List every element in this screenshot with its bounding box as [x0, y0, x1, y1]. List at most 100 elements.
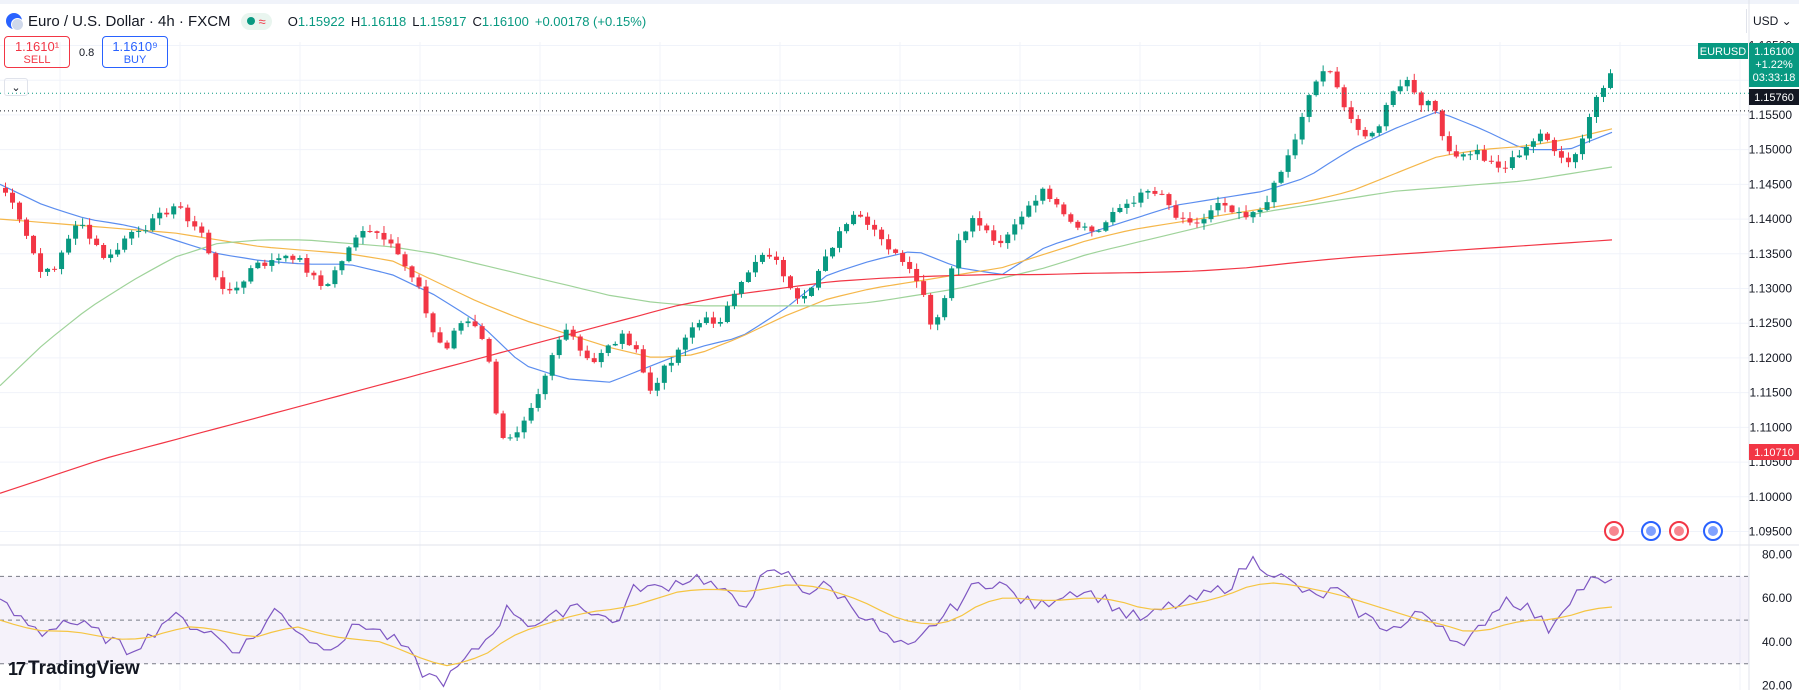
candle-body: [73, 225, 79, 239]
candle-body: [1376, 126, 1382, 133]
close-value: 1.16100: [481, 13, 529, 29]
candle-body: [1019, 216, 1025, 225]
ma-long-line: [0, 239, 1613, 494]
price-tick-label: 1.13000: [1749, 282, 1793, 296]
candle-body: [1187, 218, 1193, 223]
candle-body: [1250, 212, 1256, 218]
candle-body: [458, 323, 464, 331]
candle-body: [640, 349, 646, 373]
candle-body: [3, 187, 9, 193]
open-label: O: [287, 13, 298, 29]
buy-button[interactable]: 1.1610⁹ BUY: [102, 36, 168, 68]
candle-body: [1278, 171, 1284, 183]
candle-body: [465, 321, 471, 324]
candle-body: [794, 288, 800, 299]
price-axis: 1.165001.160001.155001.150001.145001.140…: [1749, 38, 1793, 690]
economic-event-flag-inner-icon: [1609, 526, 1619, 536]
candle-body: [724, 306, 730, 323]
candle-body: [1299, 116, 1305, 140]
price-tick-label: 1.15000: [1749, 143, 1793, 157]
candle-body: [528, 407, 534, 421]
candle-body: [45, 268, 51, 272]
candle-body: [1229, 205, 1235, 213]
candle-body: [185, 207, 191, 222]
tradingview-mark-icon: 17: [8, 658, 26, 679]
candle-body: [430, 313, 436, 333]
candle-body: [1180, 217, 1186, 219]
candle-body: [500, 413, 506, 438]
candle-body: [374, 231, 380, 233]
candle-body: [66, 238, 72, 253]
ohlc-readout: O1.15922 H1.16118 L1.15917 C1.16100 +0.0…: [288, 14, 646, 29]
candle-body: [1411, 79, 1417, 93]
top-edge-bar: [0, 0, 1799, 4]
currency-select[interactable]: USD ⌄: [1746, 9, 1796, 33]
candle-body: [255, 262, 261, 269]
candle-body: [1257, 209, 1263, 213]
candle-body: [157, 212, 163, 219]
candle-body: [1292, 139, 1298, 156]
candle-body: [984, 225, 990, 231]
candle-body: [136, 230, 142, 232]
economic-event-flag-inner-icon: [1674, 526, 1684, 536]
candle-body: [1446, 136, 1452, 152]
prev-level-text: 1.15760: [1754, 92, 1794, 104]
candle-body: [1152, 190, 1158, 194]
candle-body: [675, 349, 681, 363]
candle-body: [10, 192, 16, 203]
candle-body: [1523, 146, 1529, 156]
tradingview-wordmark: TradingView: [28, 658, 140, 679]
sell-button[interactable]: 1.1610¹ SELL: [4, 36, 70, 68]
candle-body: [31, 235, 37, 254]
candle-body: [1474, 149, 1480, 155]
candle-body: [199, 226, 205, 233]
candle-body: [563, 329, 569, 340]
candle-body: [514, 432, 520, 438]
candle-body: [1271, 182, 1277, 203]
candle-body: [38, 253, 44, 272]
sell-price: 1.1610¹: [14, 39, 60, 54]
market-status-pill[interactable]: ≈: [240, 12, 272, 30]
price-tick-label: 1.14000: [1749, 212, 1793, 226]
moving-average-lines: [0, 111, 1613, 494]
low-value: 1.15917: [419, 13, 467, 29]
candle-body: [94, 238, 100, 245]
candle-body: [234, 287, 240, 291]
candle-body: [1285, 155, 1291, 172]
candle-body: [164, 212, 170, 215]
collapse-chevron-button[interactable]: ⌄: [4, 78, 28, 96]
candle-body: [1236, 212, 1242, 214]
symbol-title[interactable]: Euro / U.S. Dollar · 4h · FXCM: [28, 12, 231, 30]
candle-body: [710, 317, 716, 324]
candle-body: [276, 258, 282, 261]
candle-body: [486, 338, 492, 362]
candle-body: [745, 272, 751, 283]
candle-body: [780, 259, 786, 277]
price-tick-label: 1.12000: [1749, 351, 1793, 365]
candle-body: [921, 281, 927, 295]
candle-body: [949, 268, 955, 299]
candle-body: [472, 321, 478, 327]
candle-body: [451, 330, 457, 349]
candle-body: [1404, 79, 1410, 87]
candle-body: [1432, 100, 1438, 111]
candle-body: [1173, 205, 1179, 218]
candle-body: [787, 276, 793, 289]
candle-body: [970, 218, 976, 232]
candle-body: [619, 333, 625, 344]
candle-body: [1607, 73, 1613, 88]
candle-body: [1159, 193, 1165, 195]
candle-body: [1516, 155, 1522, 158]
candle-body: [1075, 221, 1081, 228]
candle-body: [150, 218, 156, 231]
candle-body: [682, 337, 688, 350]
candle-body: [991, 230, 997, 241]
tradingview-logo[interactable]: 17 TradingView: [8, 658, 140, 680]
open-value: 1.15922: [297, 13, 345, 29]
candle-body: [605, 345, 611, 353]
candle-body: [493, 361, 499, 414]
candle-body: [823, 256, 829, 271]
candle-body: [549, 355, 555, 376]
price-tick-label: 1.12500: [1749, 316, 1793, 330]
